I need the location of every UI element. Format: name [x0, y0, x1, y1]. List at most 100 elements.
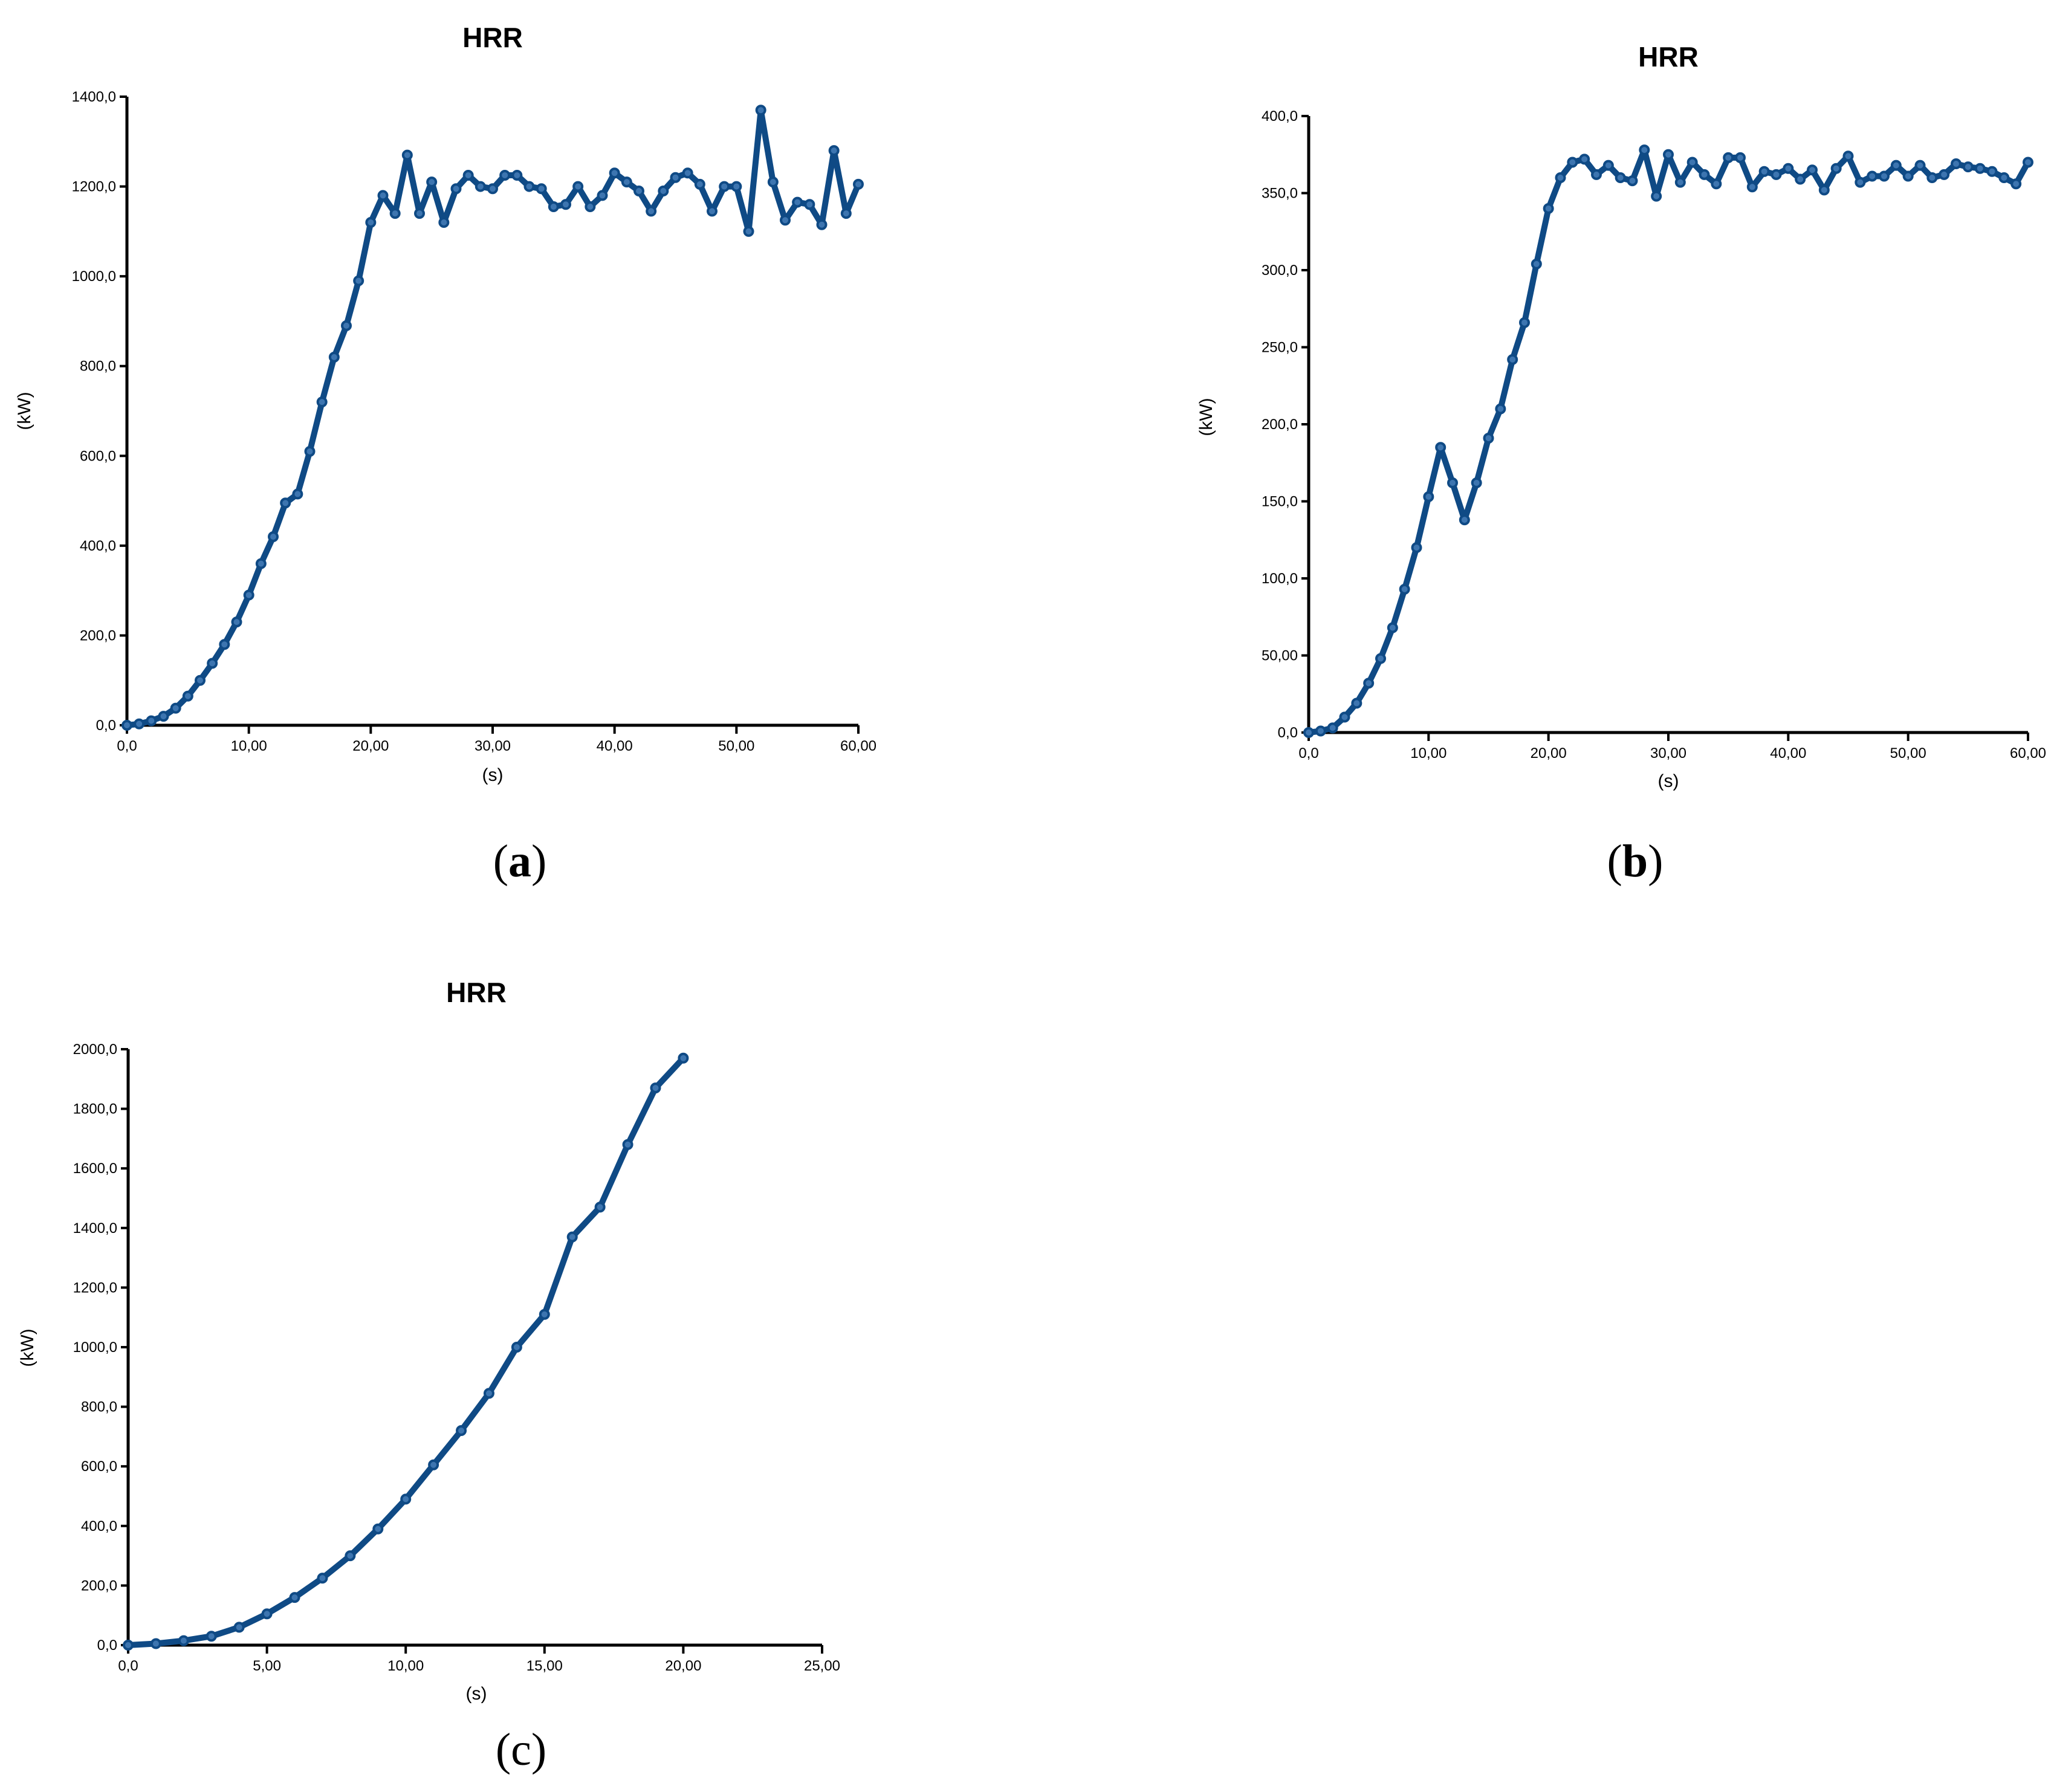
y-tick-label-c: 1200,0: [73, 1279, 117, 1296]
y-tick-label-b: 0,0: [1278, 725, 1298, 741]
data-point-a: [207, 658, 218, 669]
x-tick-label-b: 50,00: [1890, 745, 1926, 762]
data-point-a: [280, 497, 291, 509]
data-point-c: [622, 1139, 633, 1150]
data-point-a: [840, 208, 852, 219]
y-tick-label-b: 200,0: [1262, 416, 1298, 433]
chart-title-c: HRR: [446, 977, 507, 1008]
data-point-b: [1495, 403, 1506, 415]
y-tick-label-c: 400,0: [81, 1518, 117, 1535]
data-point-b: [1951, 158, 1962, 170]
data-point-c: [456, 1425, 467, 1437]
data-point-a: [621, 176, 632, 188]
data-point-b: [1555, 172, 1566, 183]
data-point-a: [158, 711, 169, 722]
data-point-c: [566, 1231, 578, 1243]
data-point-a: [828, 145, 840, 157]
y-tick-label-b: 350,0: [1262, 186, 1298, 202]
data-point-b: [1602, 160, 1614, 171]
y-tick-label-a: 1400,0: [72, 89, 116, 105]
data-point-a: [792, 196, 803, 208]
x-tick-label-b: 60,00: [2010, 745, 2046, 762]
data-point-a: [389, 208, 401, 219]
data-point-a: [195, 674, 206, 686]
data-point-b: [1399, 583, 1410, 595]
data-point-c: [289, 1592, 300, 1603]
data-point-c: [594, 1202, 606, 1213]
data-point-b: [1974, 163, 1986, 174]
x-tick-label-a: 50,00: [718, 738, 754, 754]
data-point-c: [400, 1493, 412, 1505]
y-tick-label-c: 1400,0: [73, 1220, 117, 1237]
y-tick-label-a: 1000,0: [72, 268, 116, 285]
data-point-a: [670, 172, 681, 183]
data-point-a: [853, 178, 864, 190]
x-tick-label-a: 40,00: [597, 738, 633, 754]
data-point-a: [731, 181, 742, 192]
data-point-a: [707, 205, 718, 217]
data-point-b: [1471, 477, 1482, 488]
y-tick-label-a: 0,0: [96, 717, 116, 734]
x-axis-label-b: (s): [1658, 771, 1679, 791]
y-tick-label-a: 800,0: [80, 358, 116, 375]
data-point-a: [292, 488, 303, 500]
x-tick-label-a: 30,00: [475, 738, 511, 754]
data-point-c: [317, 1573, 328, 1584]
data-point-c: [150, 1638, 161, 1649]
data-point-b: [1867, 170, 1878, 182]
data-point-b: [1711, 178, 1722, 190]
data-point-b: [1699, 169, 1710, 180]
series-line-b: [1306, 147, 2031, 736]
data-point-a: [609, 167, 620, 179]
data-point-b: [1543, 203, 1554, 214]
data-point-b: [1663, 149, 1674, 160]
chart-panel-b: HRR (s) (kW) 0,0 10,00 20,00 30,00 40,00 50,0…: [1196, 41, 2046, 791]
y-tick-label-b: 50,00: [1262, 648, 1298, 664]
data-point-a: [755, 105, 766, 116]
data-point-a: [450, 183, 462, 195]
series-line-c: [125, 1055, 687, 1648]
data-point-b: [1507, 354, 1518, 365]
data-point-b: [1339, 711, 1350, 723]
x-tick-label-c: 5,00: [253, 1658, 281, 1674]
data-point-b: [1459, 514, 1470, 526]
data-point-c: [206, 1631, 217, 1642]
data-point-b: [1327, 722, 1338, 734]
y-tick-label-c: 800,0: [81, 1399, 117, 1415]
y-tick-label-c: 1600,0: [73, 1160, 117, 1177]
x-tick-label-c: 25,00: [804, 1658, 840, 1674]
data-point-b: [1303, 727, 1314, 738]
x-tick-label-c: 15,00: [526, 1658, 563, 1674]
data-point-a: [816, 219, 828, 230]
data-point-a: [487, 183, 498, 195]
data-point-b: [1914, 160, 1926, 171]
data-point-b: [1447, 477, 1458, 488]
data-point-b: [1842, 150, 1854, 162]
data-point-a: [560, 199, 571, 210]
y-axis-label-b: (kW): [1196, 398, 1216, 436]
y-axis-label-a: (kW): [15, 392, 34, 430]
data-point-c: [345, 1550, 356, 1562]
data-point-c: [650, 1082, 661, 1094]
data-point-a: [597, 190, 608, 201]
data-point-b: [1435, 442, 1447, 453]
x-tick-label-b: 10,00: [1410, 745, 1447, 762]
data-point-a: [341, 320, 352, 331]
data-point-b: [1483, 432, 1494, 444]
data-point-a: [523, 181, 535, 192]
y-tick-label-b: 250,0: [1262, 340, 1298, 356]
data-point-b: [1735, 152, 1746, 163]
data-point-a: [219, 639, 230, 650]
data-point-b: [1579, 154, 1590, 165]
chart-panel-c: HRR (s) (kW) 0,0 5,00 10,00 15,00 20,00 25,00…: [18, 977, 840, 1704]
data-point-b: [1855, 176, 1866, 188]
y-tick-label-c: 200,0: [81, 1577, 117, 1594]
data-point-a: [743, 225, 754, 237]
data-point-a: [719, 181, 730, 192]
data-point-b: [1674, 176, 1686, 188]
data-point-b: [1998, 172, 2010, 183]
data-point-c: [178, 1635, 189, 1646]
data-point-b: [1746, 181, 1758, 193]
x-tick-label-c: 0,0: [118, 1658, 138, 1674]
data-point-b: [1363, 678, 1375, 689]
